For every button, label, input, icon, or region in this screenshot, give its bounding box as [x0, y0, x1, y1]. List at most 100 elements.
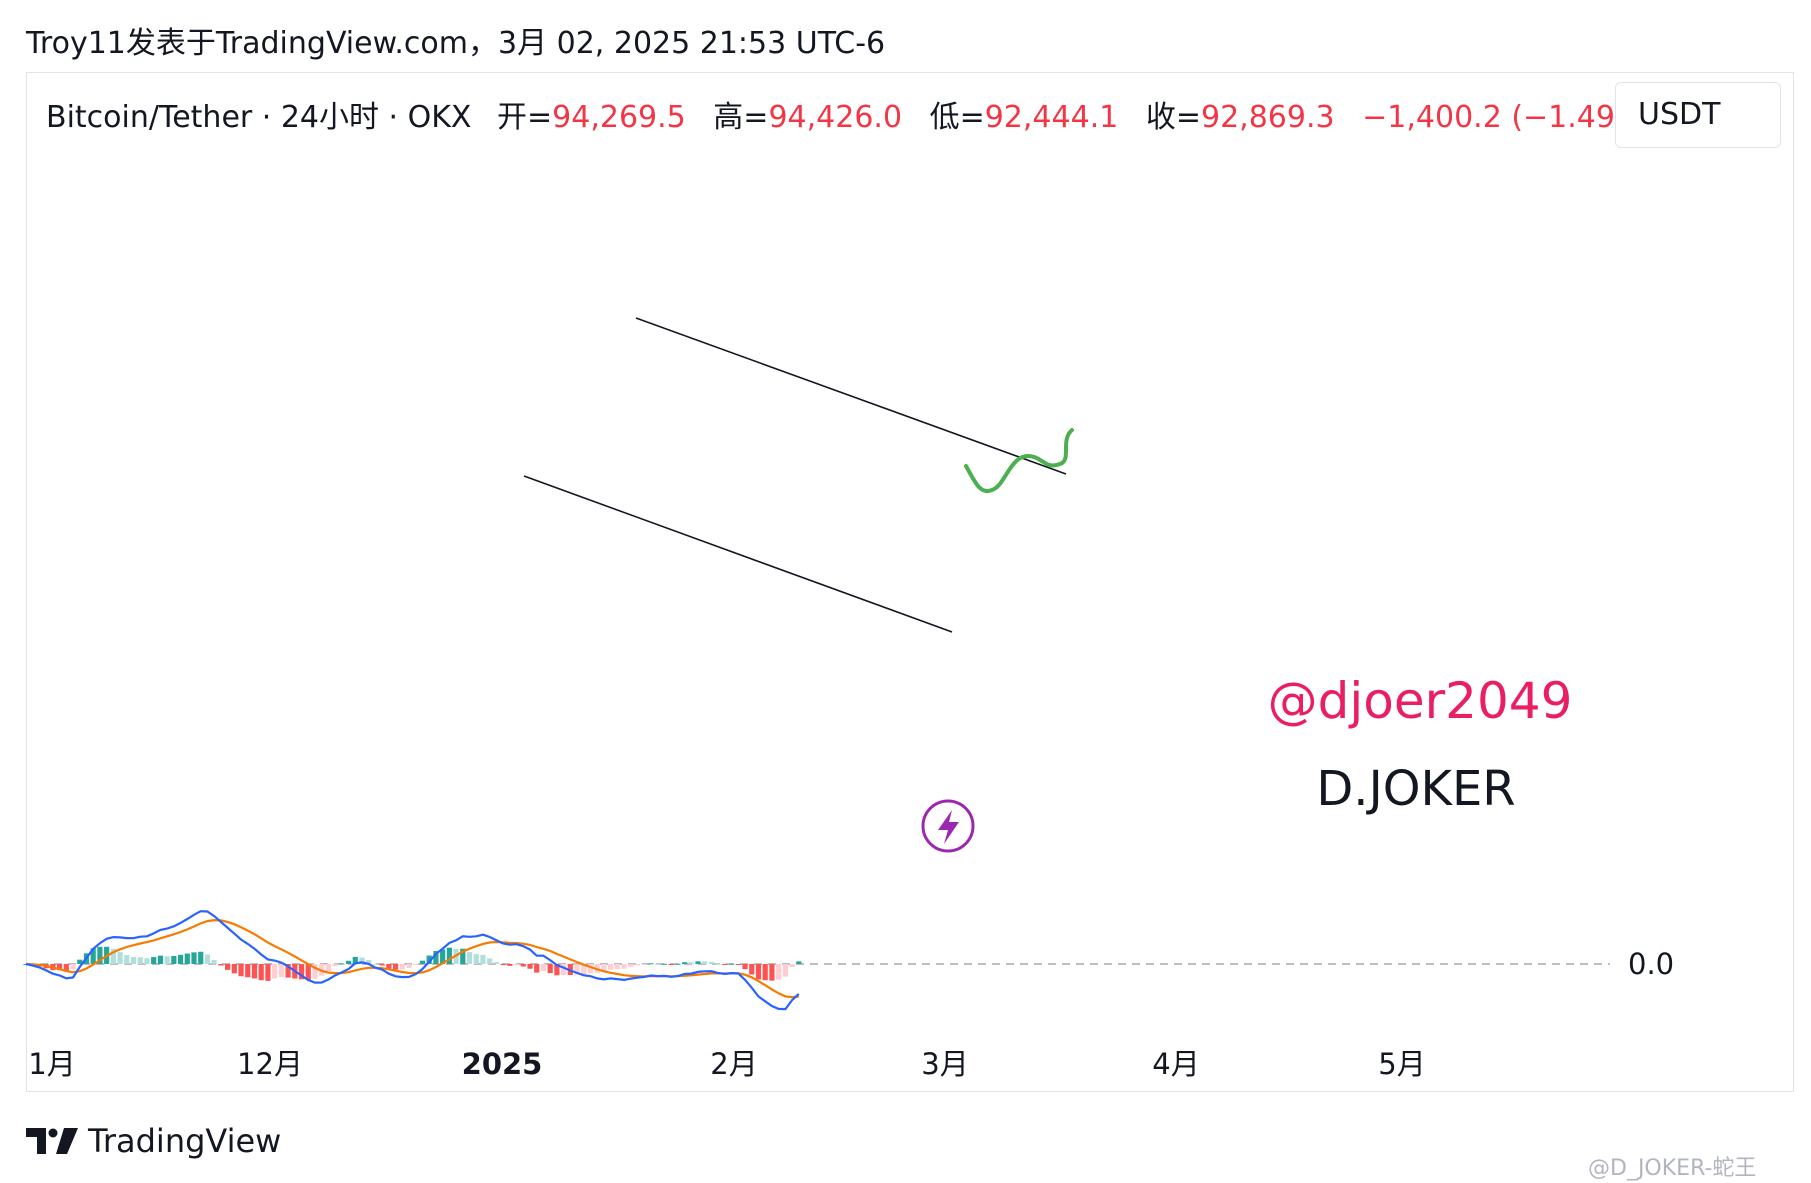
x-tick-label: 12月	[237, 1047, 303, 1081]
histogram-bar	[345, 960, 352, 964]
histogram-bar	[426, 955, 432, 964]
histogram-bar	[419, 960, 426, 964]
close-label: 收=	[1145, 100, 1201, 135]
histogram-bar	[137, 957, 143, 964]
histogram-bar	[124, 955, 130, 964]
histogram-bar	[144, 958, 150, 964]
lower-trend-line[interactable]	[523, 475, 953, 633]
histogram-bar	[722, 964, 728, 965]
histogram-bar	[130, 956, 137, 964]
histogram-bar	[332, 964, 338, 967]
histogram-bar	[251, 964, 258, 979]
histogram-bar	[372, 963, 379, 965]
histogram-bar	[755, 964, 762, 980]
histogram-bar	[63, 964, 69, 972]
histogram-bar	[157, 955, 163, 964]
histogram-bar	[171, 956, 177, 964]
histogram-bar	[366, 960, 372, 964]
histogram-bar	[305, 964, 311, 980]
macd-lines	[25, 910, 800, 1011]
histogram-bar	[527, 964, 533, 969]
histogram-bar	[762, 964, 768, 981]
histogram-bar	[460, 948, 466, 964]
x-tick-label: 1月	[28, 1047, 75, 1081]
histogram-bar	[440, 949, 446, 964]
histogram-bar	[406, 964, 412, 968]
histogram-bar	[339, 963, 345, 965]
histogram-bar	[225, 964, 231, 970]
histogram-bar	[466, 952, 473, 964]
y-axis: 120,000.0100,000.082,000.074,500.066,500…	[1628, 947, 1674, 981]
histogram-bar	[796, 961, 802, 964]
histogram-bar	[218, 964, 224, 966]
histogram-bar	[769, 964, 775, 981]
histogram-bar	[729, 963, 735, 965]
flash-icon[interactable]	[921, 799, 975, 853]
histogram-bar	[695, 961, 701, 964]
histogram-bar	[561, 964, 567, 975]
histogram-bar	[352, 956, 358, 964]
histogram-bar	[57, 964, 63, 971]
histogram-bar	[776, 964, 782, 980]
histogram-bar	[648, 963, 654, 965]
macd-zero-label: 0.0	[1628, 947, 1674, 981]
histogram-bar	[540, 964, 547, 971]
histogram-bar	[110, 948, 116, 964]
histogram-bar	[177, 954, 184, 964]
histogram-bar	[581, 964, 587, 975]
handle-text: @djoer2049	[1268, 672, 1573, 730]
histogram-bar	[231, 964, 237, 974]
name-text: D.JOKER	[1316, 761, 1515, 817]
x-axis: 1月 12月 2025 2月 3月 4月 5月	[28, 1047, 1425, 1081]
x-tick-label: 2月	[710, 1047, 757, 1081]
histogram-bar	[151, 957, 157, 964]
tradingview-brand: TradingView	[88, 1122, 282, 1160]
histogram-bar	[312, 964, 318, 979]
histogram-bar	[554, 964, 560, 976]
x-tick-label: 4月	[1152, 1047, 1199, 1081]
upper-trend-line[interactable]	[635, 317, 1067, 475]
histogram-bar	[97, 946, 103, 964]
histogram-bar	[379, 964, 385, 966]
histogram-bar	[117, 952, 123, 964]
histogram-bar	[681, 962, 688, 964]
histogram-bar	[608, 964, 614, 970]
macd-histogram	[23, 946, 802, 981]
histogram-bar	[164, 956, 170, 964]
low-label: 低=	[929, 100, 985, 135]
chart-frame	[26, 72, 1794, 1092]
publish-header: Troy11发表于TradingView.com，3月 02, 2025 21:…	[26, 26, 886, 61]
histogram-bar	[547, 964, 553, 974]
histogram-bar	[688, 962, 694, 964]
projected-path	[964, 428, 1074, 494]
open-label: 开=	[497, 100, 553, 135]
histogram-bar	[520, 964, 526, 967]
histogram-bar	[413, 964, 419, 965]
histogram-bar	[641, 964, 647, 965]
histogram-bar	[661, 963, 667, 965]
high-label: 高=	[713, 100, 769, 135]
histogram-bar	[742, 964, 748, 970]
histogram-bar	[601, 964, 607, 973]
histogram-bar	[675, 963, 681, 965]
histogram-bar	[386, 964, 392, 969]
histogram-bar	[655, 963, 661, 965]
high-value: 94,426.0	[768, 100, 903, 135]
trend-lines[interactable]	[523, 317, 1067, 633]
histogram-bar	[480, 954, 486, 964]
histogram-bar	[77, 959, 83, 964]
currency-button[interactable]: USDT	[1615, 82, 1781, 148]
x-tick-label: 5月	[1378, 1047, 1425, 1081]
x-tick-label: 2025	[462, 1047, 543, 1081]
symbol-label[interactable]: Bitcoin/Tether · 24小时 · OKX	[46, 100, 472, 135]
histogram-bar	[258, 964, 264, 981]
low-value: 92,444.1	[984, 100, 1119, 135]
histogram-bar	[211, 960, 217, 964]
histogram-bar	[298, 964, 305, 980]
histogram-bar	[90, 948, 96, 964]
histogram-bar	[245, 964, 251, 978]
histogram-bar	[513, 964, 520, 966]
macd-line	[25, 910, 800, 1011]
histogram-bar	[399, 964, 405, 970]
